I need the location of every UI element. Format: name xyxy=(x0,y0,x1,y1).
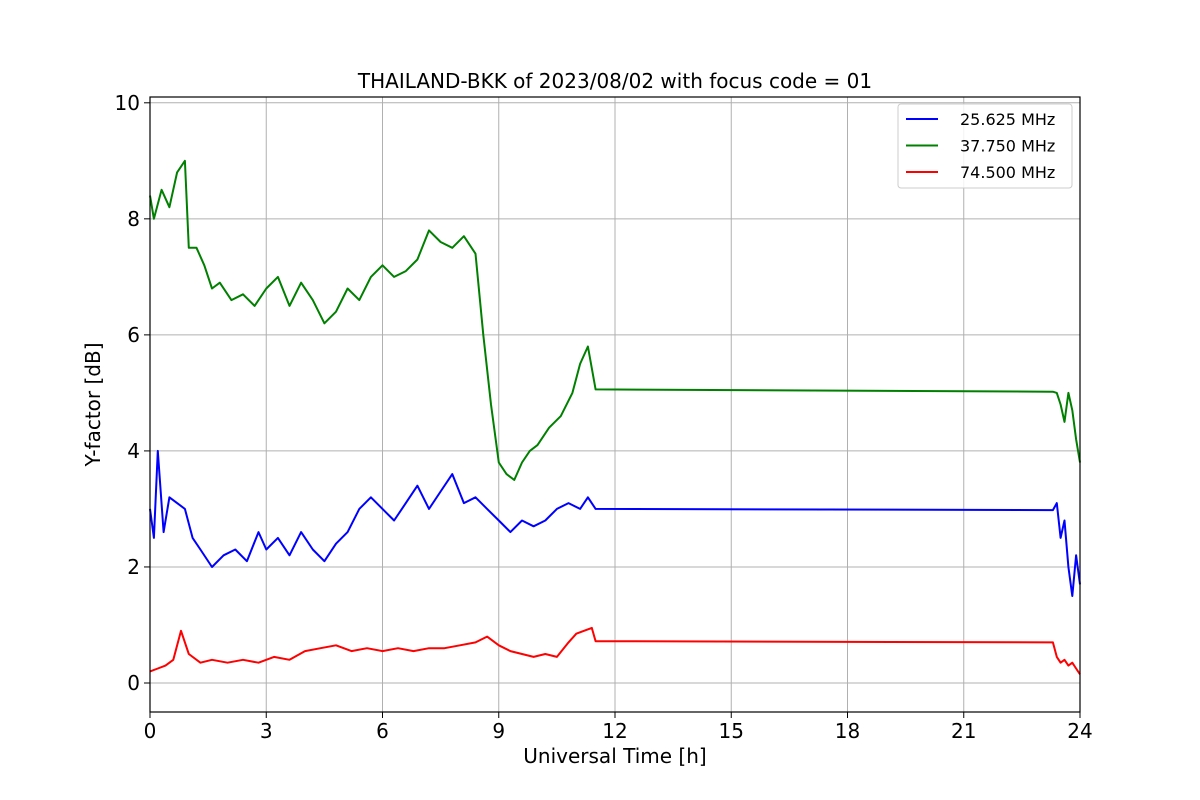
legend-entry: 37.750 MHz xyxy=(960,137,1055,156)
legend-entry: 74.500 MHz xyxy=(960,163,1055,182)
series-line-1 xyxy=(149,449,1081,597)
x-axis: 0 3 6 9 12 15 18 21 24 xyxy=(144,712,1093,743)
legend: 25.625 MHz 37.750 MHz 74.500 MHz xyxy=(897,103,1073,189)
y-tick-label: 0 xyxy=(127,671,140,695)
x-tick-label: 21 xyxy=(951,719,976,743)
series-line-2 xyxy=(149,159,1081,481)
y-tick-label: 2 xyxy=(127,555,140,579)
chart-title: THAILAND-BKK of 2023/08/02 with focus co… xyxy=(357,69,872,93)
legend-entry: 25.625 MHz xyxy=(960,110,1055,129)
x-tick-label: 0 xyxy=(144,719,157,743)
x-tick-label: 12 xyxy=(602,719,627,743)
y-tick-label: 4 xyxy=(127,439,140,463)
series-line-3 xyxy=(149,626,1081,675)
y-tick-label: 6 xyxy=(127,323,140,347)
legend-box xyxy=(897,103,1073,189)
y-axis-label: Y-factor [dB] xyxy=(81,342,105,467)
y-tick-label: 10 xyxy=(115,91,140,115)
x-axis-label: Universal Time [h] xyxy=(523,744,706,768)
y-tick-label: 8 xyxy=(127,207,140,231)
x-tick-label: 6 xyxy=(376,719,389,743)
x-tick-label: 18 xyxy=(835,719,860,743)
x-tick-label: 15 xyxy=(719,719,744,743)
y-axis: 0 2 4 6 8 10 xyxy=(115,91,150,695)
series-layer xyxy=(149,159,1081,675)
x-tick-label: 24 xyxy=(1067,719,1092,743)
x-tick-label: 3 xyxy=(260,719,273,743)
x-tick-label: 9 xyxy=(492,719,505,743)
